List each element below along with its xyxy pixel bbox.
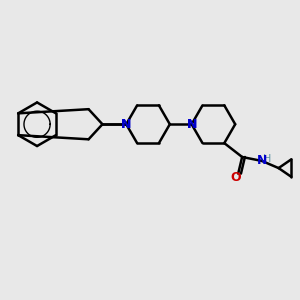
Text: O: O (230, 171, 241, 184)
Text: N: N (121, 118, 131, 131)
Text: N: N (186, 118, 197, 131)
Text: N: N (186, 118, 197, 131)
Text: H: H (262, 154, 271, 164)
Text: N: N (257, 154, 267, 167)
Text: N: N (121, 118, 131, 131)
